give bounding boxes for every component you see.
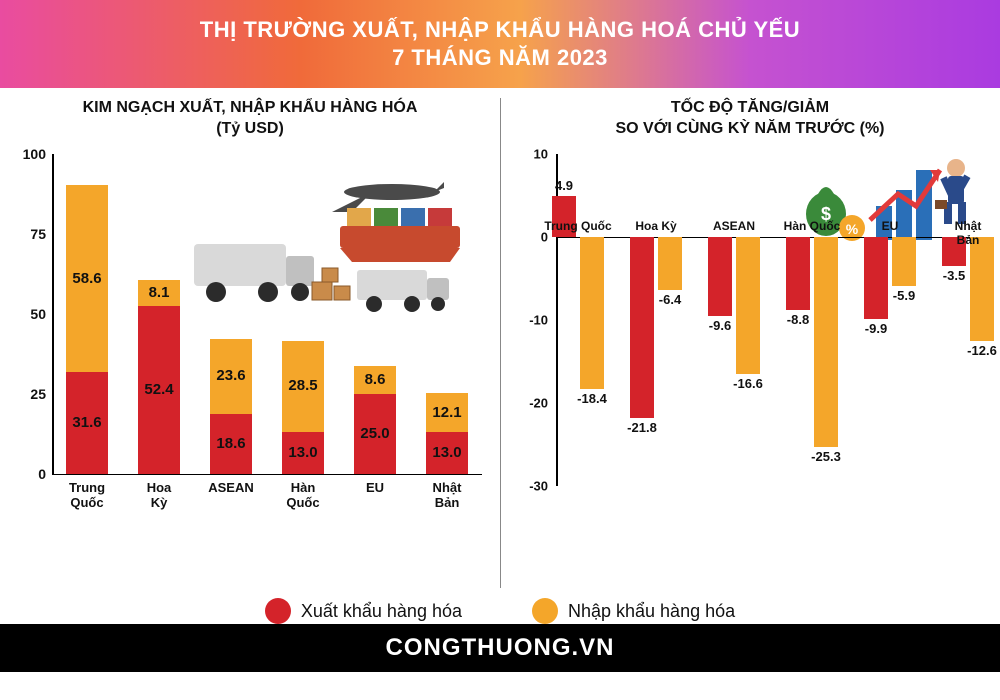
right-bar-export-value: -21.8 [627,420,657,435]
left-category-label: Trung Quốc [69,480,105,511]
left-category-label: Nhật Bản [433,480,462,511]
right-category-label: Trung Quốc [544,219,611,233]
left-category-label: ASEAN [208,480,254,496]
right-bar-import: -6.4 [658,237,682,290]
left-category-label: EU [366,480,384,496]
right-bar-import: -25.3 [814,237,838,447]
right-bar-export-value: 4.9 [555,178,573,193]
right-category-label: EU [882,219,899,233]
left-bar-export-value: 25.0 [360,425,389,442]
right-bar-export-value: -9.6 [709,318,731,333]
right-bar-import-value: -16.6 [733,376,763,391]
right-ytick: -30 [512,478,548,493]
left-ytick: 0 [12,466,46,482]
right-bar-export-value: -9.9 [865,321,887,336]
left-bar-export: 52.4 [138,306,180,474]
left-bar-export-value: 31.6 [72,414,101,431]
right-x-axis [556,237,982,239]
right-ytick: 10 [512,146,548,161]
trade-illustration [182,174,472,324]
growth-illustration: $ % [780,140,980,250]
left-y-axis [52,154,54,474]
left-panel: KIM NGẠCH XUẤT, NHẬP KHẨU HÀNG HÓA (Tỷ U… [0,88,500,628]
right-chart-area: $ % -30-20-100104.9-18.4Trung Quốc-21.8-… [512,146,988,526]
left-bar-export: 18.6 [210,414,252,474]
left-bar-import-value: 8.1 [149,284,170,301]
left-bar-export-value: 13.0 [432,444,461,461]
right-bar-export: -21.8 [630,237,654,418]
right-category-label: ASEAN [713,219,755,233]
left-chart-area: 0 25 50 75 100 31.6 58.6 Trung Quốc 52.4 8.1 Hoa K… [12,146,488,526]
right-ytick: -10 [512,312,548,327]
left-bar-import: 58.6 [66,185,108,373]
left-ytick: 75 [12,226,46,242]
right-bar-import-value: -18.4 [577,391,607,406]
left-bar-import-value: 28.5 [288,377,317,394]
right-bar-export-value: -3.5 [943,268,965,283]
left-category-label: Hàn Quốc [286,480,319,511]
left-chart-title: KIM NGẠCH XUẤT, NHẬP KHẨU HÀNG HÓA (Tỷ U… [12,98,488,140]
right-bar-import: -5.9 [892,237,916,286]
left-bar-export: 25.0 [354,394,396,474]
right-bar-import: -12.6 [970,237,994,342]
right-bar-export: -9.9 [864,237,888,319]
left-ytick: 100 [12,146,46,162]
left-bar-import: 12.1 [426,393,468,432]
charts-row: KIM NGẠCH XUẤT, NHẬP KHẨU HÀNG HÓA (Tỷ U… [0,88,1000,628]
right-bar-export: -9.6 [708,237,732,317]
right-bar-export-value: -8.8 [787,312,809,327]
right-ytick: 0 [512,229,548,244]
svg-text:%: % [846,221,859,237]
right-bar-export: -8.8 [786,237,810,310]
left-x-axis [52,474,482,476]
left-bar-import-value: 12.1 [432,404,461,421]
header-line2: 7 THÁNG NĂM 2023 [392,45,608,71]
left-bar-import: 28.5 [282,341,324,432]
right-bar-import: -18.4 [580,237,604,390]
left-bar-export: 13.0 [282,432,324,474]
left-bar-export: 31.6 [66,372,108,473]
right-category-label: Hoa Kỳ [635,219,676,233]
panel-divider [500,98,501,588]
left-bar-import-value: 58.6 [72,270,101,287]
footer-text: CONGTHUONG.VN [386,634,615,662]
left-bar-export-value: 52.4 [144,381,173,398]
right-panel: TỐC ĐỘ TĂNG/GIẢM SO VỚI CÙNG KỲ NĂM TRƯỚ… [500,88,1000,628]
right-bar-import-value: -6.4 [659,292,681,307]
right-category-label: Nhật Bản [955,219,982,248]
right-bar-import-value: -5.9 [893,288,915,303]
left-bar-export: 13.0 [426,432,468,474]
left-bar-export-value: 13.0 [288,444,317,461]
right-ytick: -20 [512,395,548,410]
left-bar-import-value: 8.6 [365,371,386,388]
footer: CONGTHUONG.VN [0,624,1000,672]
left-bar-import: 8.6 [354,366,396,394]
header-banner: THỊ TRƯỜNG XUẤT, NHẬP KHẨU HÀNG HOÁ CHỦ … [0,0,1000,88]
left-bar-export-value: 18.6 [216,435,245,452]
left-bar-import: 8.1 [138,280,180,306]
header-line1: THỊ TRƯỜNG XUẤT, NHẬP KHẨU HÀNG HOÁ CHỦ … [200,17,800,43]
left-bar-import: 23.6 [210,339,252,415]
left-bar-import-value: 23.6 [216,367,245,384]
left-ytick: 50 [12,306,46,322]
right-chart-title: TỐC ĐỘ TĂNG/GIẢM SO VỚI CÙNG KỲ NĂM TRƯỚ… [512,98,988,140]
right-bar-import-value: -25.3 [811,449,841,464]
left-ytick: 25 [12,386,46,402]
right-bar-import: -16.6 [736,237,760,375]
right-bar-import-value: -12.6 [967,343,997,358]
right-category-label: Hàn Quốc [784,219,841,233]
left-category-label: Hoa Kỳ [147,480,172,511]
